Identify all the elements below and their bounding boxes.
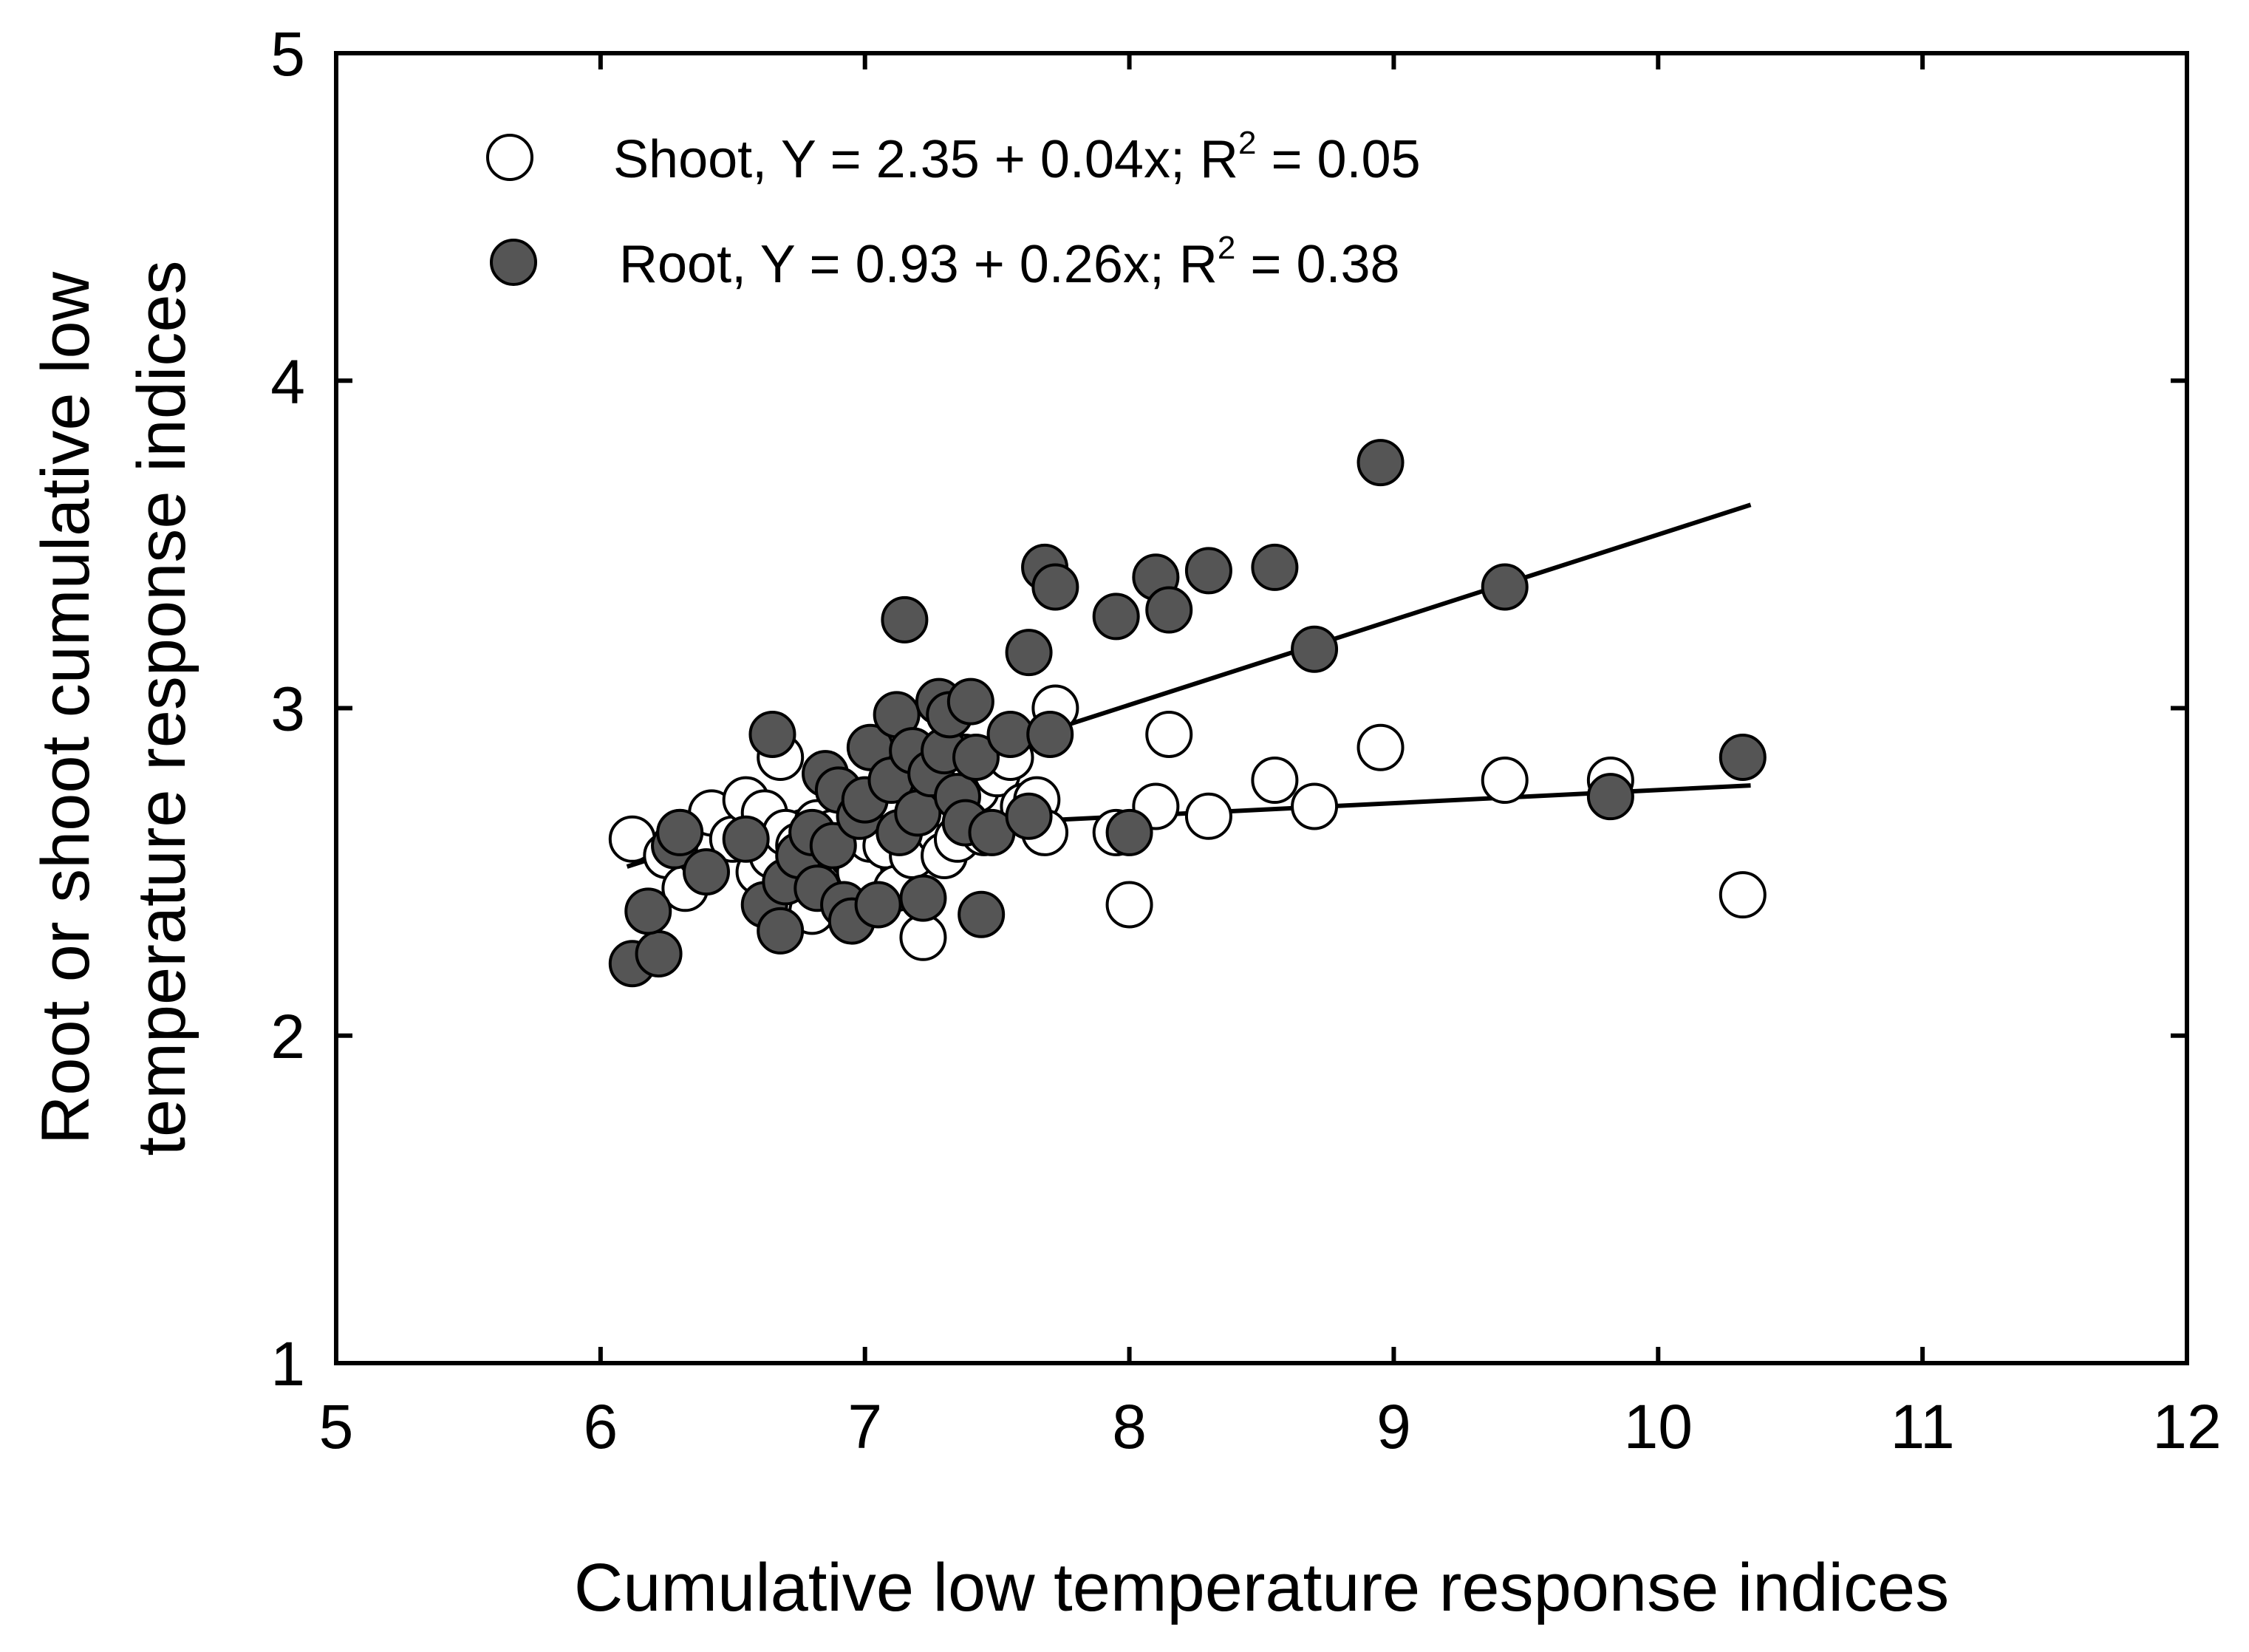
root-point: [683, 848, 730, 896]
root-point: [757, 907, 805, 955]
legend-root-suffix: = 0.38: [1235, 235, 1399, 294]
root-point: [952, 733, 1000, 781]
root-point: [1105, 808, 1153, 856]
root-point: [899, 874, 947, 922]
legend-shoot-suffix: = 0.05: [1256, 130, 1420, 189]
root-point: [722, 815, 770, 863]
x-tick-label: 9: [1376, 1392, 1411, 1461]
shoot-point: [899, 913, 947, 961]
x-tick-label: 8: [1112, 1392, 1147, 1461]
root-point: [1586, 773, 1634, 821]
root-point: [1481, 563, 1529, 611]
root-point: [1251, 543, 1299, 591]
root-point: [1291, 625, 1339, 673]
shoot-point: [1719, 871, 1767, 919]
y-axis-title-line-2: temperature response indices: [124, 261, 199, 1156]
shoot-point: [1105, 881, 1153, 929]
x-tick-label: 6: [583, 1392, 618, 1461]
shoot-point: [1356, 723, 1405, 771]
legend: Shoot, Y = 2.35 + 0.04x; R2 = 0.05 Root,…: [486, 125, 1421, 294]
y-tick-label: 1: [270, 1329, 305, 1399]
x-tick-label: 12: [2152, 1392, 2221, 1461]
legend-root-superscript: 2: [1218, 230, 1235, 266]
root-point: [1031, 563, 1079, 611]
legend-shoot-prefix: Shoot, Y = 2.35 + 0.04x; R: [613, 130, 1238, 189]
root-point: [958, 890, 1006, 938]
y-axis-title-line-1: Root or shoot cumulative low: [28, 271, 103, 1144]
legend-shoot-superscript: 2: [1238, 125, 1256, 161]
root-point: [894, 789, 942, 837]
root-point: [635, 929, 683, 977]
root-point: [809, 822, 857, 870]
x-axis-title: Cumulative low temperature response indi…: [574, 1550, 1949, 1625]
legend-marker-root: [490, 239, 537, 286]
shoot-point: [1481, 757, 1529, 805]
y-tick-label: 5: [270, 19, 305, 89]
x-tick-label: 10: [1624, 1392, 1693, 1461]
root-point: [881, 595, 929, 644]
root-point: [986, 710, 1034, 758]
x-tick-label: 5: [319, 1392, 354, 1461]
root-point: [1092, 593, 1140, 641]
x-tick-label: 7: [847, 1392, 882, 1461]
root-point: [1356, 439, 1405, 487]
root-point: [1145, 586, 1193, 634]
shoot-point: [1184, 792, 1232, 840]
root-point: [946, 677, 994, 726]
shoot-point: [1291, 782, 1339, 830]
legend-root-prefix: Root, Y = 0.93 + 0.26x; R: [619, 235, 1218, 294]
legend-label-root: Root, Y = 0.93 + 0.26x; R2 = 0.38: [619, 230, 1400, 294]
root-point: [1184, 547, 1232, 595]
legend-label-shoot: Shoot, Y = 2.35 + 0.04x; R2 = 0.05: [613, 125, 1421, 189]
x-tick-label: 11: [1891, 1392, 1955, 1461]
root-point: [624, 887, 672, 935]
y-tick-label: 3: [270, 675, 305, 744]
root-points: [608, 439, 1767, 988]
root-point: [1719, 733, 1767, 781]
root-point: [854, 881, 902, 929]
y-tick-label: 4: [270, 347, 305, 416]
root-point: [1005, 792, 1053, 840]
root-point: [656, 808, 704, 856]
axis-ticks: [334, 51, 2189, 1365]
root-point: [748, 710, 796, 758]
shoot-point: [1145, 710, 1193, 758]
root-point: [1005, 629, 1053, 677]
shoot-point: [1251, 757, 1299, 805]
root-point: [1026, 710, 1074, 758]
y-tick-label: 2: [270, 1002, 305, 1071]
legend-marker-shoot: [486, 134, 533, 181]
